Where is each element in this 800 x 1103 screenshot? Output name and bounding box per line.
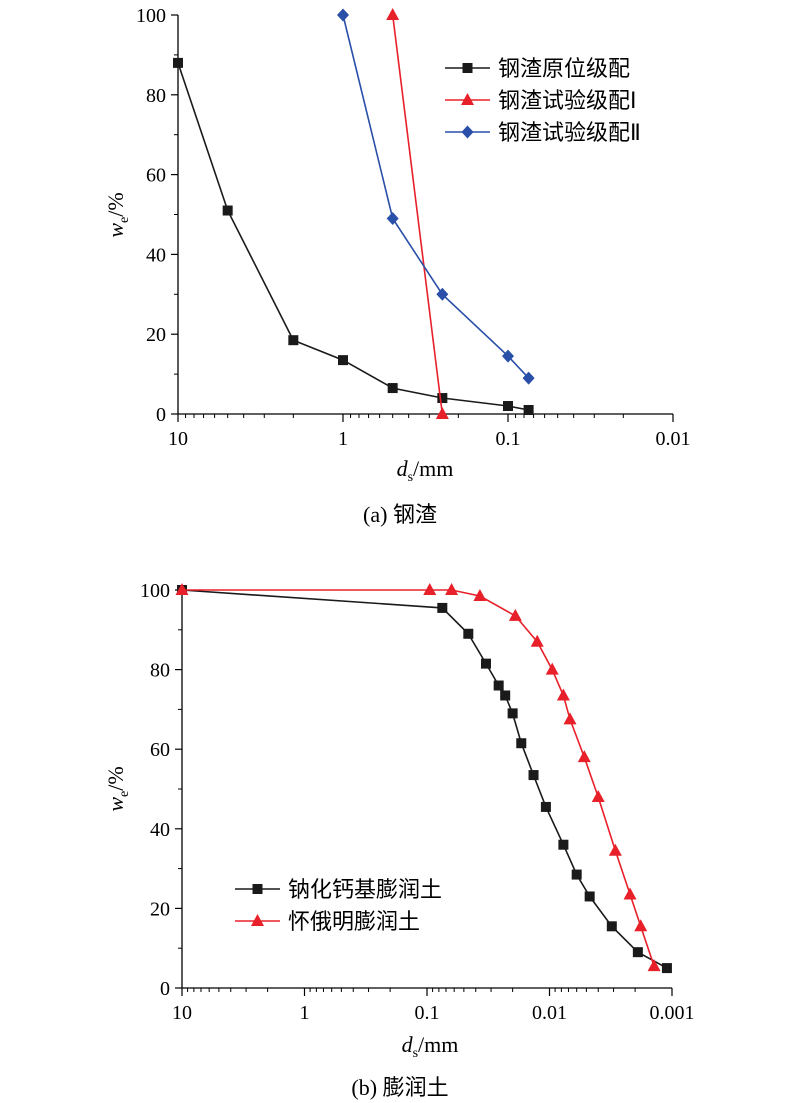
y-tick-label: 40: [150, 819, 170, 841]
data-point: [558, 839, 569, 850]
data-point: [571, 869, 582, 880]
data-point: [522, 371, 535, 385]
legend-label: 钢渣原位级配: [498, 57, 630, 82]
data-point: [623, 887, 637, 900]
data-point: [423, 583, 437, 595]
x-tick-label: 0.1: [496, 428, 521, 450]
data-point: [556, 688, 570, 701]
data-point: [661, 963, 672, 974]
data-point: [500, 690, 511, 701]
data-point: [507, 708, 518, 719]
data-point: [523, 405, 534, 416]
data-point: [338, 355, 348, 366]
x-tick-label: 0.01: [532, 1002, 567, 1024]
legend-marker: [252, 884, 263, 894]
data-point: [288, 335, 299, 346]
data-point: [436, 287, 449, 301]
y-tick-label: 80: [146, 85, 166, 107]
legend-marker: [462, 63, 473, 73]
caption-b: (b) 膨润土: [351, 1075, 448, 1100]
data-point: [530, 634, 544, 647]
data-point: [647, 959, 661, 972]
data-point: [337, 8, 349, 22]
series-line: [181, 589, 668, 969]
y-tick-label: 0: [156, 404, 166, 426]
data-point: [480, 658, 491, 669]
data-point: [503, 401, 513, 412]
data-point: [591, 789, 605, 802]
data-point: [173, 57, 183, 68]
data-point: [222, 205, 233, 216]
x-tick-label: 10: [168, 428, 188, 450]
y-tick-label: 0: [160, 978, 170, 1000]
data-point: [632, 947, 643, 958]
y-axis-label-b: we/%: [103, 766, 132, 811]
data-point: [608, 843, 622, 856]
x-axis-label-b: ds/mm: [402, 1032, 459, 1061]
y-tick-label: 20: [150, 898, 170, 920]
data-point: [175, 583, 189, 595]
data-point: [473, 588, 487, 601]
data-point: [528, 770, 539, 781]
caption-a: (a) 钢渣: [363, 502, 437, 527]
data-point: [386, 8, 400, 20]
x-tick-label: 0.001: [650, 1002, 695, 1024]
data-point: [606, 921, 617, 932]
y-tick-label: 100: [140, 580, 170, 602]
y-tick-label: 80: [150, 660, 170, 682]
x-axis-label-a: ds/mm: [397, 456, 454, 485]
series-line: [391, 14, 444, 415]
x-tick-label: 0.1: [415, 1002, 440, 1024]
series-line: [177, 62, 529, 411]
data-point: [634, 919, 648, 932]
legend-marker: [251, 914, 264, 926]
y-tick-label: 60: [146, 165, 166, 187]
x-tick-label: 1: [338, 428, 348, 450]
y-tick-label: 100: [136, 5, 166, 27]
data-point: [493, 680, 504, 691]
data-point: [386, 211, 399, 225]
y-tick-label: 40: [146, 244, 166, 266]
chart-panel-b: ds/mm we/% (b) 膨润土 0 20 40 60 80 100 10 1 0.1 0.0…: [103, 580, 695, 1100]
legend-label: 钢渣试验级配Ⅰ: [498, 89, 637, 114]
data-point: [584, 891, 595, 902]
series-2: [386, 8, 449, 419]
series-1: [173, 57, 534, 416]
data-point: [463, 628, 474, 639]
data-point: [516, 738, 527, 749]
data-point: [437, 602, 448, 613]
data-point: [435, 407, 449, 419]
series-1: [177, 585, 672, 974]
data-point: [563, 712, 577, 725]
data-point: [437, 393, 448, 404]
legend-marker: [461, 125, 474, 139]
data-point: [508, 608, 522, 621]
data-point: [540, 801, 551, 812]
data-point: [577, 750, 591, 763]
x-tick-label: 1: [300, 1002, 310, 1024]
data-point: [387, 383, 398, 394]
series-3: [337, 8, 535, 385]
data-point: [545, 662, 559, 675]
chart-panel-a: ds/mm we/% (a) 钢渣 0 20 40 60 80 100 10 1 0.1 0.01…: [103, 5, 691, 527]
data-point: [445, 583, 459, 595]
legend-label: 钠化钙基膨润土: [288, 878, 442, 903]
legend-label: 钢渣试验级配Ⅱ: [498, 121, 641, 146]
y-axis-label-a: we/%: [103, 192, 132, 237]
x-tick-label: 10: [172, 1002, 192, 1024]
legend-label: 怀俄明膨润土: [288, 910, 420, 935]
series-2: [175, 583, 661, 972]
y-tick-label: 60: [150, 739, 170, 761]
data-point: [502, 349, 514, 363]
legend-marker: [461, 93, 474, 105]
x-tick-label: 0.01: [656, 428, 691, 450]
y-tick-label: 20: [146, 324, 166, 346]
